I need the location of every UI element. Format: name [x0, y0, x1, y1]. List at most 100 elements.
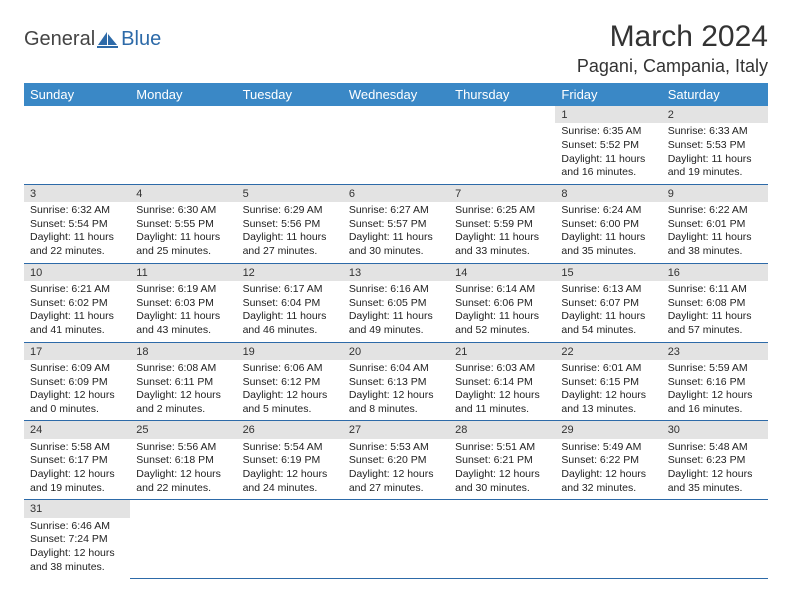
day-number: 11 [130, 264, 236, 281]
day-number: 9 [662, 185, 768, 202]
daylight-line: Daylight: 11 hours and 19 minutes. [668, 153, 762, 180]
day-number: 23 [662, 343, 768, 360]
calendar-day-cell: 23Sunrise: 5:59 AMSunset: 6:16 PMDayligh… [662, 342, 768, 421]
sunset-line: Sunset: 6:23 PM [668, 454, 762, 468]
title-block: March 2024 Pagani, Campania, Italy [577, 20, 768, 77]
sunrise-line: Sunrise: 5:54 AM [243, 441, 337, 455]
day-number: 27 [343, 421, 449, 438]
calendar-day-cell: 11 Sunrise: 6:19 AMSunset: 6:03 PMDayligh… [130, 263, 236, 342]
sunrise-line: Sunrise: 5:48 AM [668, 441, 762, 455]
day-number: 20 [343, 343, 449, 360]
sunset-line: Sunset: 6:05 PM [349, 297, 443, 311]
daylight-line: Daylight: 11 hours and 41 minutes. [30, 310, 124, 337]
logo-text-blue: Blue [121, 28, 161, 51]
weekday-header: Sunday [24, 83, 130, 106]
sunset-line: Sunset: 6:22 PM [561, 454, 655, 468]
calendar-empty-cell [449, 500, 555, 578]
day-data: Sunrise: 5:51 AMSunset: 6:21 PMDaylight:… [449, 439, 555, 500]
daylight-line: Daylight: 12 hours and 13 minutes. [561, 389, 655, 416]
day-number: 24 [24, 421, 130, 438]
logo-text-general: General [24, 28, 95, 51]
day-number: 17 [24, 343, 130, 360]
calendar-day-cell: 29Sunrise: 5:49 AMSunset: 6:22 PMDayligh… [555, 421, 661, 500]
day-data: Sunrise: 5:53 AMSunset: 6:20 PMDaylight:… [343, 439, 449, 500]
calendar-week-row: 31Sunrise: 6:46 AMSunset: 7:24 PMDayligh… [24, 500, 768, 578]
calendar-day-cell: 4Sunrise: 6:30 AMSunset: 5:55 PMDaylight… [130, 184, 236, 263]
sunset-line: Sunset: 5:53 PM [668, 139, 762, 153]
daylight-line: Daylight: 11 hours and 54 minutes. [561, 310, 655, 337]
day-data: Sunrise: 6:22 AMSunset: 6:01 PMDaylight:… [662, 202, 768, 263]
sunset-line: Sunset: 6:06 PM [455, 297, 549, 311]
day-data: Sunrise: 5:59 AMSunset: 6:16 PMDaylight:… [662, 360, 768, 421]
sunset-line: Sunset: 6:11 PM [136, 376, 230, 390]
sunrise-line: Sunrise: 6:25 AM [455, 204, 549, 218]
calendar-week-row: 10Sunrise: 6:21 AMSunset: 6:02 PMDayligh… [24, 263, 768, 342]
daylight-line: Daylight: 12 hours and 11 minutes. [455, 389, 549, 416]
day-data: Sunrise: 6:08 AMSunset: 6:11 PMDaylight:… [130, 360, 236, 421]
sunset-line: Sunset: 5:55 PM [136, 218, 230, 232]
sunrise-line: Sunrise: 6:19 AM [136, 283, 230, 297]
daylight-line: Daylight: 11 hours and 49 minutes. [349, 310, 443, 337]
day-data: Sunrise: 6:30 AMSunset: 5:55 PMDaylight:… [130, 202, 236, 263]
daylight-line: Daylight: 12 hours and 24 minutes. [243, 468, 337, 495]
calendar-empty-cell [237, 106, 343, 184]
sunrise-line: Sunrise: 5:53 AM [349, 441, 443, 455]
day-number: 8 [555, 185, 661, 202]
day-number: 12 [237, 264, 343, 281]
weekday-header-row: SundayMondayTuesdayWednesdayThursdayFrid… [24, 83, 768, 106]
day-number: 28 [449, 421, 555, 438]
calendar-day-cell: 16Sunrise: 6:11 AMSunset: 6:08 PMDayligh… [662, 263, 768, 342]
day-number: 21 [449, 343, 555, 360]
calendar-day-cell: 8Sunrise: 6:24 AMSunset: 6:00 PMDaylight… [555, 184, 661, 263]
sunrise-line: Sunrise: 6:11 AM [668, 283, 762, 297]
weekday-header: Monday [130, 83, 236, 106]
weekday-header: Wednesday [343, 83, 449, 106]
sunrise-line: Sunrise: 6:17 AM [243, 283, 337, 297]
day-data: Sunrise: 5:54 AMSunset: 6:19 PMDaylight:… [237, 439, 343, 500]
sunset-line: Sunset: 6:03 PM [136, 297, 230, 311]
daylight-line: Daylight: 11 hours and 43 minutes. [136, 310, 230, 337]
sunset-line: Sunset: 6:14 PM [455, 376, 549, 390]
weekday-header: Thursday [449, 83, 555, 106]
calendar-day-cell: 21Sunrise: 6:03 AMSunset: 6:14 PMDayligh… [449, 342, 555, 421]
day-data: Sunrise: 6:24 AMSunset: 6:00 PMDaylight:… [555, 202, 661, 263]
daylight-line: Daylight: 12 hours and 5 minutes. [243, 389, 337, 416]
daylight-line: Daylight: 12 hours and 30 minutes. [455, 468, 549, 495]
day-data: Sunrise: 5:49 AMSunset: 6:22 PMDaylight:… [555, 439, 661, 500]
daylight-line: Daylight: 12 hours and 16 minutes. [668, 389, 762, 416]
day-data: Sunrise: 6:04 AMSunset: 6:13 PMDaylight:… [343, 360, 449, 421]
sunset-line: Sunset: 6:19 PM [243, 454, 337, 468]
calendar-day-cell: 5Sunrise: 6:29 AMSunset: 5:56 PMDaylight… [237, 184, 343, 263]
day-data: Sunrise: 6:27 AMSunset: 5:57 PMDaylight:… [343, 202, 449, 263]
calendar-day-cell: 20Sunrise: 6:04 AMSunset: 6:13 PMDayligh… [343, 342, 449, 421]
sunrise-line: Sunrise: 5:51 AM [455, 441, 549, 455]
calendar-day-cell: 28Sunrise: 5:51 AMSunset: 6:21 PMDayligh… [449, 421, 555, 500]
calendar-body: 1Sunrise: 6:35 AMSunset: 5:52 PMDaylight… [24, 106, 768, 578]
day-number: 4 [130, 185, 236, 202]
daylight-line: Daylight: 12 hours and 27 minutes. [349, 468, 443, 495]
day-data: Sunrise: 6:21 AMSunset: 6:02 PMDaylight:… [24, 281, 130, 342]
day-number: 15 [555, 264, 661, 281]
day-data: Sunrise: 6:33 AMSunset: 5:53 PMDaylight:… [662, 123, 768, 184]
sunset-line: Sunset: 5:54 PM [30, 218, 124, 232]
logo: General Blue [24, 28, 161, 51]
day-data: Sunrise: 6:13 AMSunset: 6:07 PMDaylight:… [555, 281, 661, 342]
calendar-empty-cell [343, 500, 449, 578]
day-number: 29 [555, 421, 661, 438]
sunset-line: Sunset: 7:24 PM [30, 533, 124, 547]
calendar-empty-cell [24, 106, 130, 184]
day-data: Sunrise: 5:56 AMSunset: 6:18 PMDaylight:… [130, 439, 236, 500]
day-number: 13 [343, 264, 449, 281]
page-title: March 2024 [577, 20, 768, 54]
daylight-line: Daylight: 12 hours and 32 minutes. [561, 468, 655, 495]
calendar-day-cell: 17Sunrise: 6:09 AMSunset: 6:09 PMDayligh… [24, 342, 130, 421]
sunrise-line: Sunrise: 6:04 AM [349, 362, 443, 376]
calendar-week-row: 17Sunrise: 6:09 AMSunset: 6:09 PMDayligh… [24, 342, 768, 421]
sunset-line: Sunset: 6:04 PM [243, 297, 337, 311]
calendar-day-cell: 3Sunrise: 6:32 AMSunset: 5:54 PMDaylight… [24, 184, 130, 263]
sunrise-line: Sunrise: 6:13 AM [561, 283, 655, 297]
day-number: 19 [237, 343, 343, 360]
day-data: Sunrise: 6:32 AMSunset: 5:54 PMDaylight:… [24, 202, 130, 263]
day-data: Sunrise: 6:46 AMSunset: 7:24 PMDaylight:… [24, 518, 130, 579]
calendar-day-cell: 14Sunrise: 6:14 AMSunset: 6:06 PMDayligh… [449, 263, 555, 342]
